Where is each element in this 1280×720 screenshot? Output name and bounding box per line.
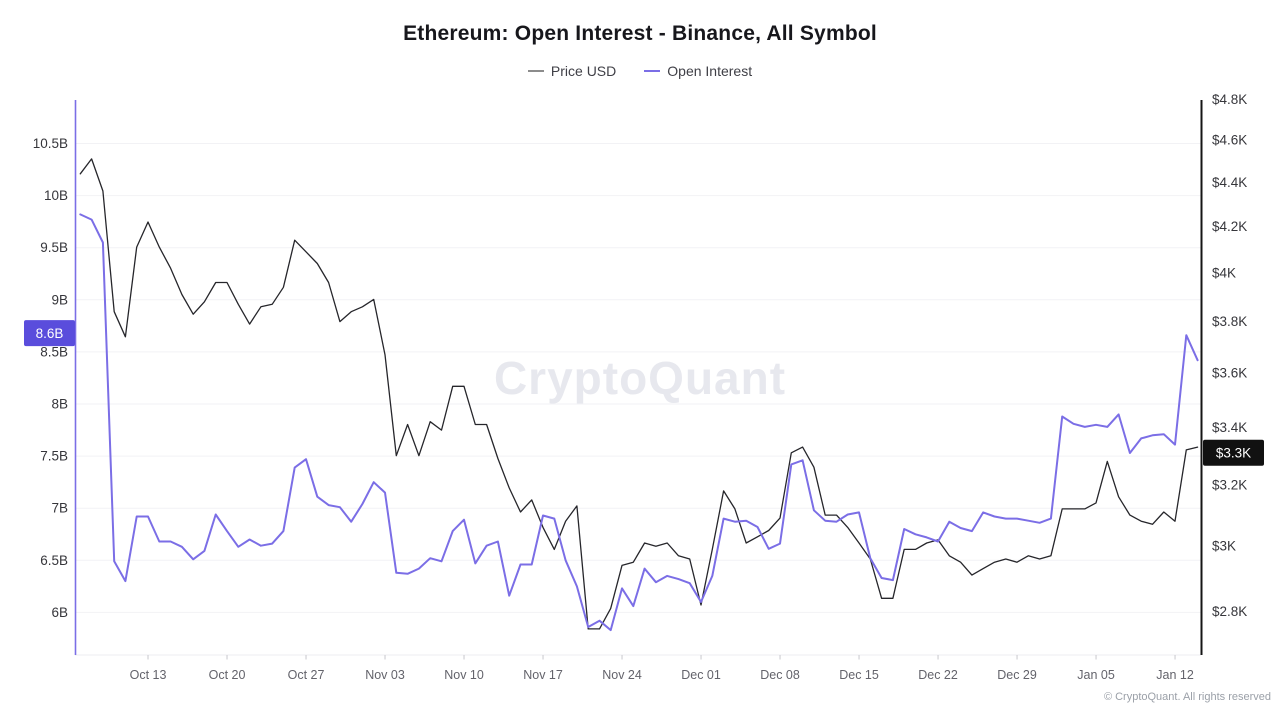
copyright-note: © CryptoQuant. All rights reserved — [1103, 691, 1271, 703]
page-title: Ethereum: Open Interest - Binance, All S… — [403, 22, 877, 45]
left-tick-label: 9B — [51, 292, 68, 307]
right-tick-label: $3K — [1212, 539, 1236, 554]
open_interest-legend-label: Open Interest — [667, 63, 753, 79]
left-tick-label: 8.5B — [40, 344, 68, 359]
right-tick-label: $3.2K — [1212, 477, 1247, 492]
left-tick-label: 8B — [51, 397, 68, 412]
price-badge-label: $3.3K — [1216, 446, 1251, 461]
x-tick-label: Dec 22 — [918, 668, 958, 682]
x-tick-label: Nov 17 — [523, 668, 563, 682]
x-tick-label: Jan 05 — [1077, 668, 1115, 682]
x-tick-label: Oct 20 — [209, 668, 246, 682]
x-tick-label: Nov 24 — [602, 668, 642, 682]
cryptoquant-watermark: CryptoQuant — [493, 352, 787, 404]
open-interest-badge — [24, 320, 75, 347]
left-tick-label: 10.5B — [33, 136, 68, 151]
open_interest-legend-swatch — [644, 70, 661, 72]
price-series-line — [79, 158, 1199, 630]
left-tick-label: 6B — [51, 605, 68, 620]
right-tick-label: $4.2K — [1212, 219, 1247, 234]
x-tick-label: Dec 01 — [681, 668, 721, 682]
right-tick-label: $3.6K — [1212, 366, 1247, 381]
x-tick-label: Oct 27 — [288, 668, 325, 682]
legend: Price USD Open Interest — [0, 63, 1280, 79]
x-tick-label: Dec 08 — [760, 668, 800, 682]
x-tick-label: Dec 15 — [839, 668, 879, 682]
right-tick-label: $2.8K — [1212, 604, 1247, 619]
right-tick-label: $4.4K — [1212, 175, 1247, 190]
x-tick-label: Nov 10 — [444, 668, 484, 682]
right-tick-label: $4K — [1212, 265, 1236, 280]
right-tick-label: $4.8K — [1212, 92, 1247, 107]
right-tick-label: $4.6K — [1212, 133, 1247, 148]
left-tick-label: 10B — [44, 188, 68, 203]
legend-item-open_interest[interactable]: Open Interest — [644, 63, 752, 79]
left-tick-label: 9.5B — [40, 240, 68, 255]
right-tick-label: $3.4K — [1212, 420, 1247, 435]
x-tick-label: Jan 12 — [1156, 668, 1194, 682]
x-tick-label: Nov 03 — [365, 668, 405, 682]
open-interest-badge-label: 8.6B — [36, 326, 64, 341]
price-legend-swatch — [527, 70, 544, 72]
left-tick-label: 7B — [51, 501, 68, 516]
legend-item-price[interactable]: Price USD — [527, 63, 617, 79]
left-tick-label: 7.5B — [40, 449, 68, 464]
left-tick-label: 6.5B — [40, 553, 68, 568]
price-legend-label: Price USD — [550, 63, 617, 79]
price-badge — [1203, 439, 1264, 466]
x-tick-label: Oct 13 — [130, 668, 167, 682]
x-tick-label: Dec 29 — [997, 668, 1037, 682]
right-tick-label: $3.8K — [1212, 314, 1247, 329]
open-interest-series-line — [79, 213, 1199, 632]
